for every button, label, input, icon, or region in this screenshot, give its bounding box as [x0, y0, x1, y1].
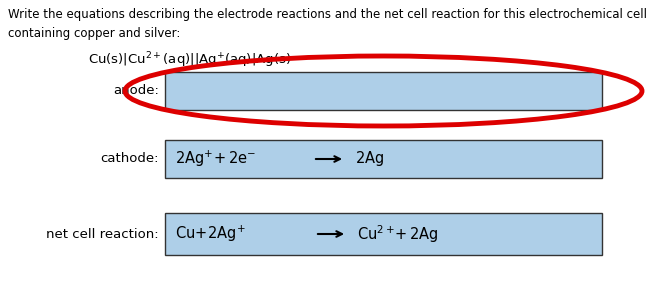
Text: $\mathregular{Cu\!+\!2Ag^{+}}$: $\mathregular{Cu\!+\!2Ag^{+}}$ — [175, 224, 246, 244]
Text: cathode:: cathode: — [101, 153, 159, 166]
Bar — [165, 213, 602, 255]
Text: anode:: anode: — [113, 84, 159, 98]
Text: $\mathregular{2Ag}$: $\mathregular{2Ag}$ — [355, 150, 384, 168]
Text: net cell reaction:: net cell reaction: — [47, 228, 159, 240]
Text: $\mathregular{Cu(s)|Cu^{2+}(aq)||Ag^{+}(aq)|Ag(s)}$: $\mathregular{Cu(s)|Cu^{2+}(aq)||Ag^{+}(… — [88, 50, 291, 70]
Text: $\mathregular{2Ag^{+}\!+2e^{-}}$: $\mathregular{2Ag^{+}\!+2e^{-}}$ — [175, 149, 256, 169]
Text: Write the equations describing the electrode reactions and the net cell reaction: Write the equations describing the elect… — [8, 8, 646, 40]
Bar — [165, 140, 602, 178]
Bar — [165, 72, 602, 110]
Text: $\mathregular{Cu^{2+}\!\!+2Ag}$: $\mathregular{Cu^{2+}\!\!+2Ag}$ — [357, 223, 439, 245]
